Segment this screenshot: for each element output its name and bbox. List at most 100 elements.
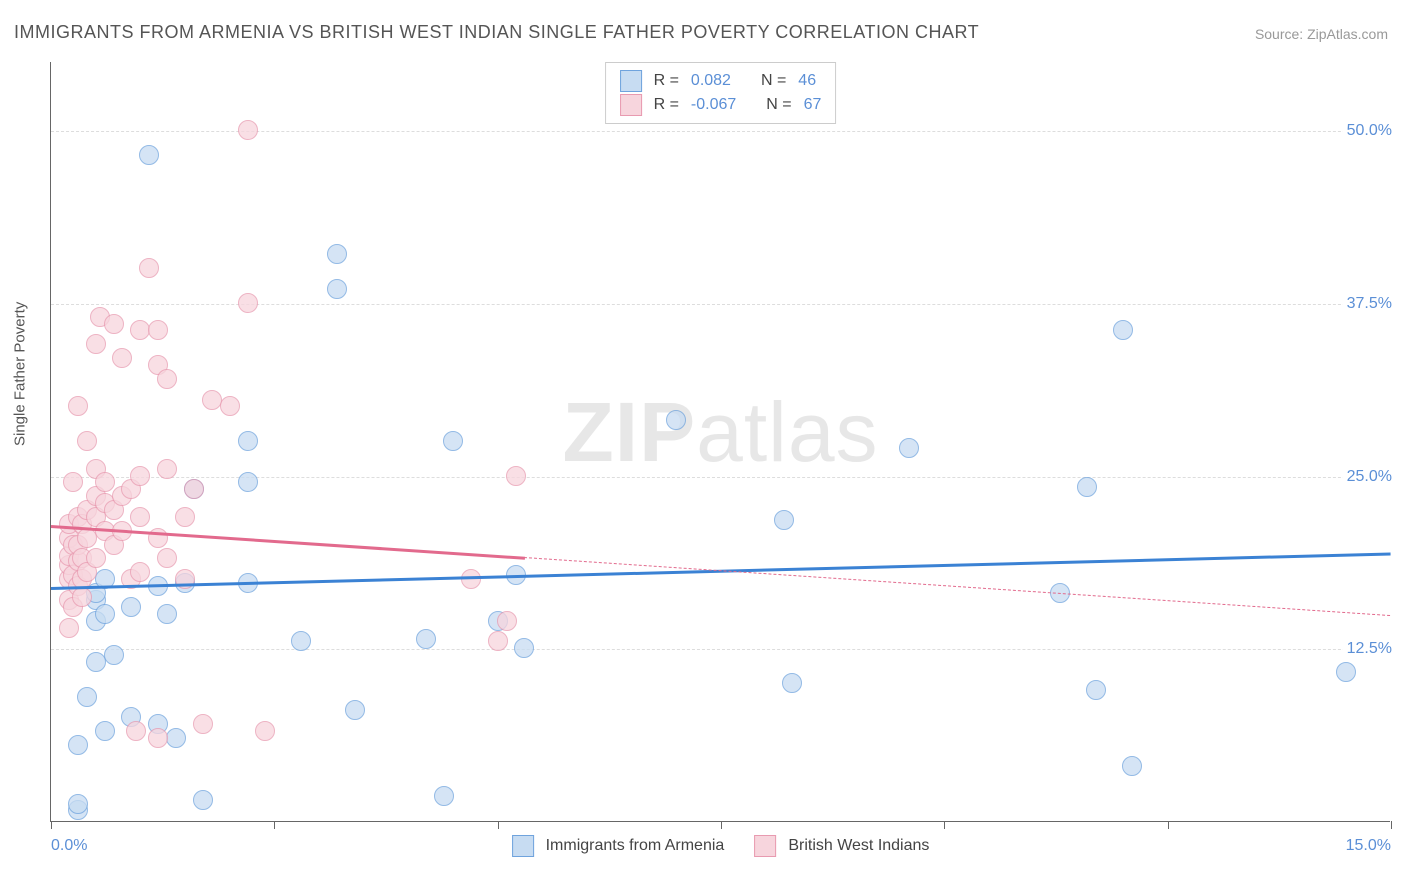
data-point: [104, 314, 124, 334]
data-point: [327, 279, 347, 299]
data-point: [59, 618, 79, 638]
legend-item-1: British West Indians: [754, 835, 929, 857]
y-tick-label: 12.5%: [1343, 640, 1396, 658]
data-point: [238, 120, 258, 140]
r-label: R =: [654, 69, 679, 93]
n-value-1: 67: [804, 93, 822, 117]
data-point: [220, 396, 240, 416]
data-point: [497, 611, 517, 631]
data-point: [95, 472, 115, 492]
data-point: [1336, 662, 1356, 682]
legend-swatch-1: [620, 94, 642, 116]
data-point: [782, 673, 802, 693]
n-label: N =: [761, 69, 786, 93]
data-point: [130, 562, 150, 582]
data-point: [1113, 320, 1133, 340]
watermark: ZIPatlas: [562, 383, 878, 480]
data-point: [291, 631, 311, 651]
data-point: [130, 507, 150, 527]
r-value-0: 0.082: [691, 69, 731, 93]
data-point: [68, 396, 88, 416]
n-value-0: 46: [798, 69, 816, 93]
x-tick: [274, 821, 275, 829]
source-label: Source: ZipAtlas.com: [1255, 26, 1388, 42]
data-point: [514, 638, 534, 658]
legend-swatch-icon: [754, 835, 776, 857]
y-tick-label: 37.5%: [1343, 295, 1396, 313]
x-tick: [1391, 821, 1392, 829]
data-point: [77, 687, 97, 707]
data-point: [72, 587, 92, 607]
data-point: [95, 721, 115, 741]
x-tick: [1168, 821, 1169, 829]
data-point: [175, 507, 195, 527]
data-point: [255, 721, 275, 741]
data-point: [63, 472, 83, 492]
data-point: [488, 631, 508, 651]
legend-stats-row-1: R = -0.067 N = 67: [620, 93, 822, 117]
plot-area: ZIPatlas R = 0.082 N = 46 R = -0.067 N =…: [50, 62, 1390, 822]
data-point: [104, 645, 124, 665]
data-point: [345, 700, 365, 720]
gridline: [51, 649, 1396, 650]
data-point: [238, 472, 258, 492]
data-point: [157, 548, 177, 568]
data-point: [86, 334, 106, 354]
data-point: [193, 714, 213, 734]
data-point: [1086, 680, 1106, 700]
data-point: [899, 438, 919, 458]
x-tick-label: 15.0%: [1346, 837, 1391, 855]
data-point: [86, 548, 106, 568]
data-point: [112, 348, 132, 368]
data-point: [506, 466, 526, 486]
data-point: [327, 244, 347, 264]
data-point: [193, 790, 213, 810]
data-point: [126, 721, 146, 741]
legend-stats-row-0: R = 0.082 N = 46: [620, 69, 822, 93]
data-point: [157, 459, 177, 479]
data-point: [238, 293, 258, 313]
legend-item-0: Immigrants from Armenia: [512, 835, 725, 857]
data-point: [139, 145, 159, 165]
data-point: [148, 728, 168, 748]
legend-swatch-0: [620, 70, 642, 92]
x-tick: [944, 821, 945, 829]
x-tick-label: 0.0%: [51, 837, 87, 855]
chart-title: IMMIGRANTS FROM ARMENIA VS BRITISH WEST …: [14, 22, 979, 43]
legend-label-1: British West Indians: [788, 837, 929, 855]
data-point: [238, 431, 258, 451]
chart-container: IMMIGRANTS FROM ARMENIA VS BRITISH WEST …: [0, 0, 1406, 892]
legend-swatch-icon: [512, 835, 534, 857]
data-point: [68, 735, 88, 755]
data-point: [157, 604, 177, 624]
x-tick: [51, 821, 52, 829]
data-point: [1122, 756, 1142, 776]
data-point: [166, 728, 186, 748]
y-tick-label: 50.0%: [1343, 122, 1396, 140]
y-tick-label: 25.0%: [1343, 468, 1396, 486]
legend-stats: R = 0.082 N = 46 R = -0.067 N = 67: [605, 62, 837, 124]
data-point: [443, 431, 463, 451]
data-point: [121, 597, 141, 617]
r-label: R =: [654, 93, 679, 117]
r-value-1: -0.067: [691, 93, 736, 117]
data-point: [148, 320, 168, 340]
data-point: [95, 604, 115, 624]
data-point: [666, 410, 686, 430]
data-point: [184, 479, 204, 499]
data-point: [434, 786, 454, 806]
legend-label-0: Immigrants from Armenia: [546, 837, 725, 855]
data-point: [774, 510, 794, 530]
data-point: [139, 258, 159, 278]
data-point: [77, 431, 97, 451]
y-axis-label: Single Father Poverty: [12, 302, 29, 446]
data-point: [68, 794, 88, 814]
data-point: [157, 369, 177, 389]
x-tick: [498, 821, 499, 829]
data-point: [1077, 477, 1097, 497]
x-tick: [721, 821, 722, 829]
data-point: [416, 629, 436, 649]
n-label: N =: [766, 93, 791, 117]
data-point: [130, 466, 150, 486]
trend-line: [51, 553, 1391, 591]
